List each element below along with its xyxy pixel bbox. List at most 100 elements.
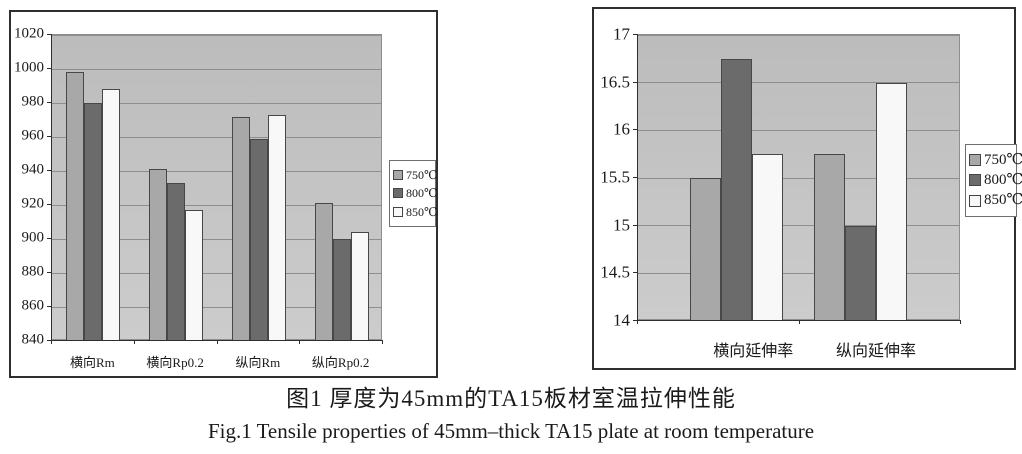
tensile-strength-chart: 840 860 880 900 920 940 960 980 1000 1020 横向Rm 横向Rp… — [9, 10, 438, 378]
category-label: 纵向延伸率 — [836, 343, 917, 360]
y-axis-tick-mark — [47, 68, 51, 69]
y-axis-tick-mark — [47, 238, 51, 239]
gridline — [52, 68, 381, 70]
x-axis-tick-mark — [133, 340, 135, 344]
category-label: 纵向Rp0.2 — [311, 355, 370, 370]
gridline — [52, 170, 381, 172]
y-axis-tick-label: 860 — [21, 297, 45, 314]
y-axis-tick-label: 16 — [613, 119, 630, 139]
y-axis-tick-label: 1000 — [14, 59, 44, 76]
y-axis-tick-mark — [633, 81, 637, 83]
x-axis-line — [637, 320, 960, 321]
legend-item: 750℃ — [393, 169, 437, 181]
x-axis-tick-mark — [637, 320, 638, 324]
y-axis-tick-mark — [633, 129, 637, 131]
bar — [690, 178, 721, 321]
legend-item: 750℃ — [969, 152, 1022, 168]
legend-item: 800℃ — [393, 187, 437, 199]
y-axis-tick-mark — [47, 204, 51, 205]
gridline — [52, 102, 381, 104]
bar — [232, 116, 250, 341]
legend-label: 850℃ — [984, 192, 1022, 209]
legend-swatch-icon — [393, 206, 403, 217]
bar — [315, 203, 333, 341]
category-label: 纵向Rm — [235, 355, 281, 370]
y-axis-tick-label: 840 — [21, 331, 45, 348]
y-axis-tick-mark — [47, 102, 51, 103]
gridline — [52, 34, 381, 36]
bar — [351, 232, 369, 341]
bar — [845, 225, 876, 321]
y-axis-tick-label: 14 — [613, 310, 630, 330]
y-axis-tick-label: 1020 — [14, 25, 44, 42]
y-axis-tick-label: 900 — [21, 229, 45, 246]
bar — [84, 103, 102, 341]
legend-item: 850℃ — [969, 193, 1022, 208]
legend-swatch-icon — [969, 174, 981, 187]
plot-area — [637, 34, 960, 321]
legend: 750℃ 800℃ 850℃ — [965, 144, 1022, 217]
gridline — [52, 272, 381, 274]
elongation-chart: 14 14.5 15 15.5 16 16.5 17 横向延伸率 纵向延伸率 750℃ 800℃ 85… — [592, 7, 1022, 370]
category-label: 横向Rm — [69, 355, 115, 370]
bar — [66, 72, 84, 341]
legend-swatch-icon — [969, 154, 981, 167]
y-axis-tick-mark — [633, 224, 637, 226]
x-axis-tick-mark — [299, 340, 301, 344]
bar — [268, 114, 286, 341]
y-axis-tick-mark — [47, 136, 51, 137]
bar — [167, 182, 185, 341]
y-axis-tick-mark — [633, 272, 637, 274]
x-axis-tick-mark — [798, 320, 800, 324]
y-axis-tick-label: 17 — [613, 24, 630, 44]
plot-area — [51, 34, 382, 341]
legend-label: 800℃ — [984, 171, 1022, 188]
gridline — [638, 34, 959, 36]
y-axis-tick-label: 15 — [613, 215, 630, 235]
bar — [876, 82, 907, 321]
legend-label: 750℃ — [406, 168, 438, 183]
gridline — [638, 272, 959, 274]
gridline — [52, 204, 381, 206]
x-axis-tick-mark — [51, 340, 52, 344]
legend-item: 850℃ — [393, 206, 437, 218]
y-axis-tick-label: 14.5 — [600, 262, 630, 282]
y-axis-tick-mark — [47, 340, 51, 341]
y-axis-tick-label: 880 — [21, 263, 45, 280]
bar — [814, 154, 845, 321]
legend-swatch-icon — [393, 188, 403, 199]
gridline — [52, 238, 381, 240]
bar — [149, 169, 167, 341]
legend-label: 850℃ — [406, 204, 438, 219]
x-axis-tick-mark — [382, 340, 383, 344]
y-axis-tick-label: 980 — [21, 93, 45, 110]
y-axis-tick-mark — [47, 34, 51, 35]
gridline — [638, 129, 959, 131]
bar — [250, 138, 268, 341]
legend-swatch-icon — [393, 170, 403, 181]
y-axis-tick-mark — [633, 320, 637, 321]
bar — [333, 239, 351, 341]
y-axis-tick-label: 940 — [21, 161, 45, 178]
gridline — [52, 136, 381, 138]
y-axis-tick-mark — [47, 306, 51, 307]
bar — [102, 89, 120, 341]
y-axis-tick-label: 920 — [21, 195, 45, 212]
x-axis-tick-mark — [960, 320, 961, 324]
y-axis-tick-mark — [633, 177, 637, 178]
y-axis-line — [637, 34, 638, 320]
bar — [185, 210, 203, 341]
gridline — [638, 177, 959, 179]
x-axis-tick-mark — [216, 340, 218, 344]
legend-label: 800℃ — [406, 186, 438, 201]
category-label: 横向Rp0.2 — [146, 355, 204, 370]
x-axis-line — [51, 340, 382, 341]
legend-swatch-icon — [969, 194, 981, 207]
gridline — [52, 306, 381, 308]
gridline — [638, 225, 959, 227]
legend-label: 750℃ — [984, 151, 1022, 168]
figure-caption-zh: 图1 厚度为45mm的TA15板材室温拉伸性能 — [286, 386, 736, 411]
y-axis-tick-label: 15.5 — [600, 167, 630, 187]
y-axis-tick-label: 16.5 — [600, 72, 630, 92]
y-axis-tick-mark — [47, 170, 51, 171]
